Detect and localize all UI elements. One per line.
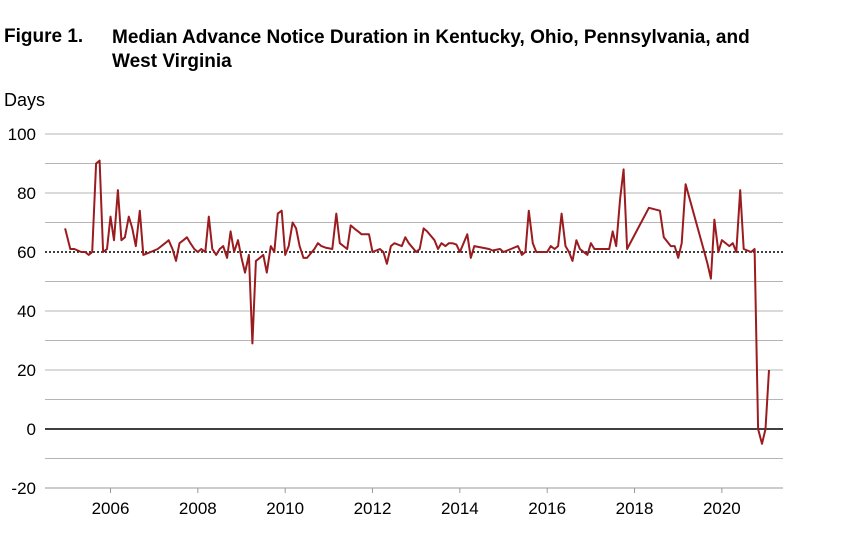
y-tick-label: 100 bbox=[8, 125, 36, 144]
series-line bbox=[64, 159, 770, 445]
y-axis-ticks: 100 80 60 40 20 0 -20 bbox=[8, 125, 36, 498]
x-tick-label: 2016 bbox=[528, 499, 566, 518]
y-tick-label: 40 bbox=[17, 302, 36, 321]
x-tick-label: 2014 bbox=[441, 499, 479, 518]
x-tick-label: 2018 bbox=[616, 499, 654, 518]
series-group bbox=[64, 159, 770, 445]
x-tick-label: 2006 bbox=[92, 499, 130, 518]
grid-lines bbox=[45, 133, 783, 489]
reference-lines bbox=[45, 251, 783, 430]
y-tick-label: -20 bbox=[11, 479, 36, 498]
y-axis-label: Days bbox=[4, 90, 46, 110]
y-tick-label: 20 bbox=[17, 361, 36, 380]
x-axis-ticks: 2006 2008 2010 2012 2014 2016 2018 2020 bbox=[45, 487, 783, 518]
x-tick-label: 2010 bbox=[266, 499, 304, 518]
x-tick-label: 2008 bbox=[179, 499, 217, 518]
x-tick-label: 2020 bbox=[703, 499, 741, 518]
y-tick-label: 0 bbox=[27, 420, 36, 439]
y-tick-label: 60 bbox=[17, 243, 36, 262]
x-tick-label: 2012 bbox=[354, 499, 392, 518]
figure-label: Figure 1. bbox=[4, 26, 84, 47]
figure-title: Median Advance Notice Duration in Kentuc… bbox=[112, 27, 750, 72]
y-tick-label: 80 bbox=[17, 184, 36, 203]
